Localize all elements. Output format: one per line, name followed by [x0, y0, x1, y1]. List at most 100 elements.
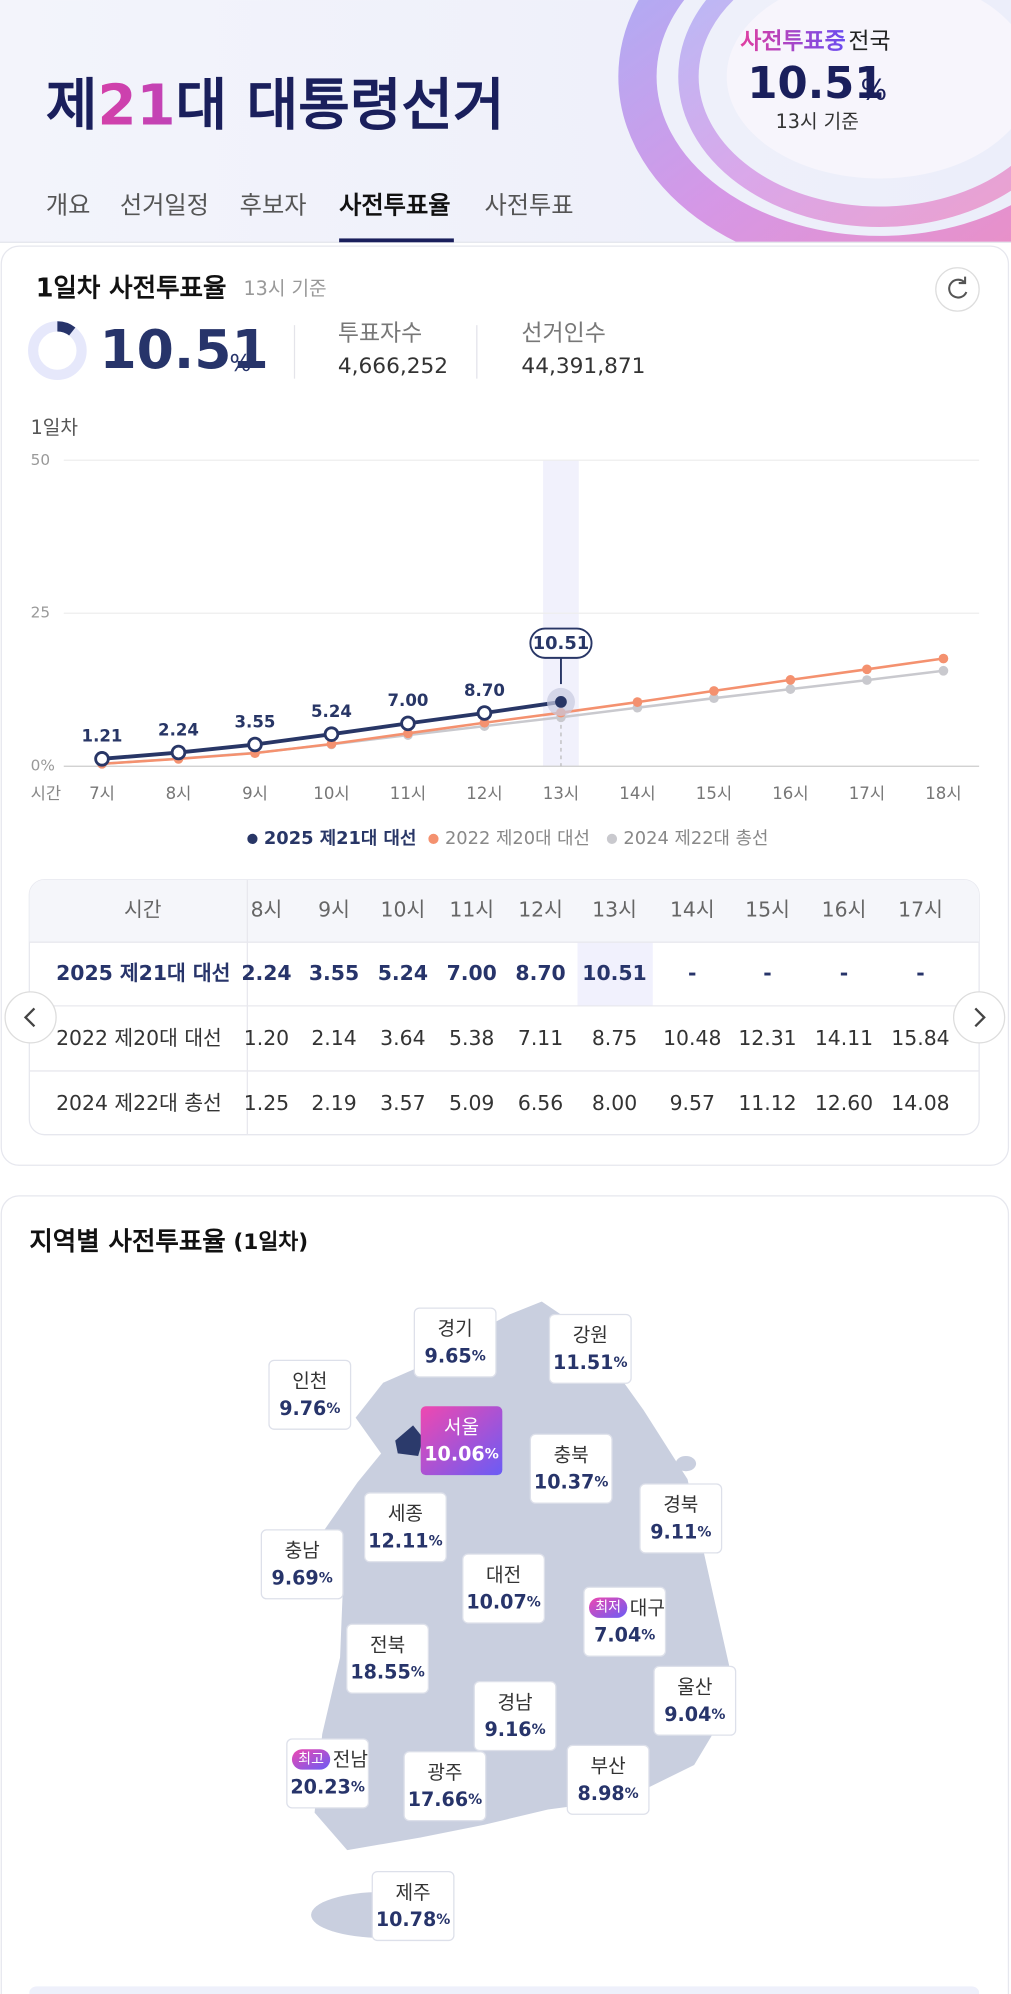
map-seoul [395, 1425, 424, 1456]
table-cell: 2.19 [311, 1091, 356, 1115]
region-name: 부산 [591, 1755, 626, 1778]
table-header: 9시 [318, 897, 350, 921]
tab[interactable]: 사전투표 [484, 192, 573, 220]
table-cell: 7.11 [518, 1026, 563, 1050]
legend-label: 2024 제22대 총선 [623, 828, 768, 849]
status-region: 전국 [848, 29, 890, 55]
scroll-left[interactable] [4, 991, 57, 1044]
region-rate: 10.07% [466, 1590, 540, 1613]
card-title: 1일차 사전투표율 [36, 273, 227, 303]
table-cell: 3.57 [380, 1091, 425, 1115]
y-tick-label: 25 [31, 604, 50, 622]
region-name: 경기 [438, 1317, 473, 1340]
voters: 4,666,252 [338, 354, 448, 379]
region-name: 광주 [427, 1761, 462, 1784]
region-box [529, 1433, 613, 1504]
region-rate: 9.76% [279, 1396, 340, 1419]
region-rate: 20.23% [290, 1775, 365, 1798]
table-header: 15시 [745, 897, 790, 921]
next-section [29, 1986, 980, 1994]
region-box [346, 1623, 430, 1694]
title-part: 제 [46, 73, 98, 138]
region-value: 9.76 [279, 1396, 326, 1419]
region-name: 충남 [285, 1539, 320, 1562]
region-unit: % [613, 1355, 627, 1371]
region-rate: 8.98% [578, 1781, 639, 1804]
table-cell: 5.09 [449, 1091, 494, 1115]
x-tick-label: 7시 [89, 784, 115, 803]
page-title: 제21대 대통령선거 [46, 73, 505, 138]
region-rate: 12.11% [368, 1529, 443, 1552]
x-axis-label: 시간 [31, 784, 61, 803]
region-box [403, 1751, 487, 1822]
tab[interactable]: 선거일정 [120, 192, 209, 220]
x-tick-label: 18시 [925, 784, 961, 803]
region-value: 9.11 [650, 1520, 697, 1543]
region-unit: % [429, 1533, 443, 1549]
data-label: 10.51 [533, 633, 589, 654]
point [709, 686, 719, 696]
table-cell: 1.20 [244, 1026, 289, 1050]
scroll-right[interactable] [952, 991, 1006, 1044]
region-box [473, 1680, 557, 1752]
region-rate: 9.04% [664, 1702, 725, 1725]
donut-arc [28, 321, 87, 380]
region-value: 9.65 [425, 1344, 472, 1367]
region-value: 10.06 [424, 1442, 484, 1465]
table-header: 11시 [449, 897, 494, 921]
table-cell: 6.56 [518, 1091, 563, 1115]
table-cell: 9.57 [670, 1091, 715, 1115]
electorate-label: 선거인수 [521, 321, 605, 347]
table-cell: 7.00 [447, 961, 497, 985]
region-name: 서울 [444, 1415, 479, 1438]
region-value: 11.51 [553, 1350, 613, 1373]
tab[interactable]: 사전투표율 [339, 192, 450, 220]
header-swirl [618, 0, 1011, 243]
region-rate: 18.55% [350, 1660, 425, 1683]
summary-rate: 10.51 [99, 318, 268, 381]
data-label: 8.70 [464, 681, 505, 700]
table-cell: 14.08 [891, 1091, 949, 1115]
region-name: 경남 [497, 1691, 532, 1714]
point [938, 665, 949, 676]
tooltip [529, 627, 593, 659]
table-cell: - [916, 961, 924, 985]
tab[interactable]: 개요 [46, 192, 91, 220]
data-label: 1.21 [82, 727, 123, 746]
point [862, 664, 872, 675]
region-rate: 10.06% [424, 1442, 498, 1465]
table: 시간 8시 9시 10시 11시 12시 13시 14시 15시 16시 17시 2025 제21대 … [29, 879, 980, 1135]
point [400, 715, 416, 732]
region-name: 제주 [395, 1881, 430, 1904]
region-name: 전남 [333, 1748, 368, 1771]
table-cell: - [840, 961, 848, 985]
region-value: 12.11 [368, 1529, 428, 1552]
region-box [462, 1553, 546, 1624]
region-name: 강원 [573, 1324, 608, 1347]
point [709, 693, 719, 704]
region-rate: 10.78% [376, 1908, 451, 1931]
title-number: 21 [97, 73, 175, 138]
tabs: 개요 선거일정 후보자 사전투표율 사전투표 [46, 192, 574, 243]
refresh-button[interactable] [935, 267, 980, 312]
region-unit: % [697, 1524, 711, 1540]
region-unit: % [527, 1595, 541, 1611]
region-value: 10.78 [376, 1908, 436, 1931]
region-badge-bg [291, 1749, 331, 1770]
table-header: 10시 [381, 897, 426, 921]
table-cell: 10.51 [582, 961, 646, 985]
data-label: 5.24 [311, 702, 352, 721]
x-tick-label: 12시 [466, 784, 502, 803]
region-unit: % [436, 1912, 450, 1928]
region-box [639, 1483, 723, 1554]
point [323, 726, 340, 742]
region-unit: % [532, 1722, 546, 1738]
region-box [420, 1406, 503, 1476]
region-rate: 9.11% [650, 1520, 711, 1543]
tab[interactable]: 후보자 [240, 192, 307, 220]
region-rate: 9.65% [425, 1344, 486, 1367]
region-rate: 11.51% [553, 1350, 628, 1373]
data-label: 3.55 [235, 712, 276, 731]
region-unit: % [472, 1349, 486, 1365]
